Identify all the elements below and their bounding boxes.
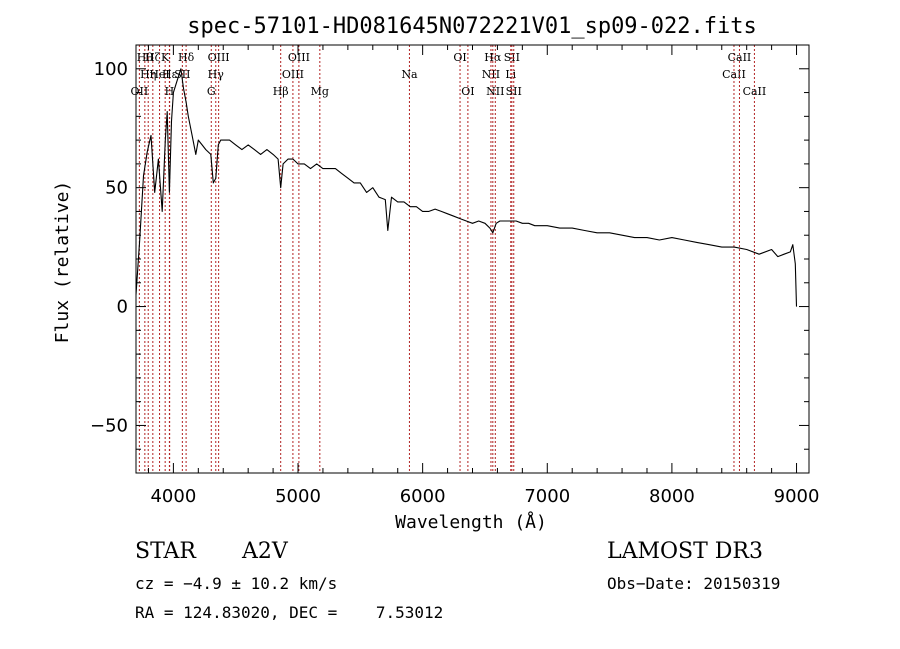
coordinates: RA = 124.83020, DEC = 7.53012 <box>135 603 444 622</box>
y-axis: −50 0 50 100 <box>90 44 809 474</box>
line-marker-label: OI <box>453 51 466 64</box>
line-marker-label: Hε <box>162 68 178 81</box>
plot-frame <box>135 44 810 474</box>
survey-name: LAMOST DR3 <box>607 539 763 564</box>
line-marker-label: K <box>161 51 170 64</box>
line-marker-label: Hζ <box>145 51 161 64</box>
object-class: STAR <box>135 539 196 564</box>
line-marker-label: Hθ <box>137 51 154 64</box>
x-tick-label: 8000 <box>649 486 695 507</box>
line-marker-label: Li <box>505 68 516 81</box>
x-tick-label: 6000 <box>400 486 446 507</box>
y-tick-label: −50 <box>90 415 128 436</box>
line-marker-label: Na <box>401 68 418 81</box>
line-marker-label: H <box>165 85 175 98</box>
line-marker-label: Hα <box>484 51 502 64</box>
line-marker-label: OI <box>461 85 474 98</box>
line-marker-label: Hδ <box>178 51 195 64</box>
chart-title: spec-57101-HD081645N072221V01_sp09-022.f… <box>187 14 757 39</box>
line-marker-label: OIII <box>288 51 310 64</box>
x-axis-label: Wavelength (Å) <box>395 511 547 533</box>
line-marker-label: CaII <box>728 51 752 64</box>
line-marker-label: OIII <box>282 68 304 81</box>
line-marker-label: Hγ <box>208 68 225 81</box>
line-marker-label: SII <box>506 85 522 98</box>
x-tick-label: 9000 <box>774 486 820 507</box>
line-marker-label: CaII <box>743 85 767 98</box>
observation-date: Obs−Date: 20150319 <box>607 574 781 593</box>
x-tick-label: 7000 <box>524 486 570 507</box>
line-markers: OIIHθHηHζHeIKHHεSIIHδGHγOIIIHβOIIIOIIIMg… <box>131 45 767 473</box>
y-tick-label: 100 <box>94 59 128 80</box>
line-marker-label: OIII <box>208 51 230 64</box>
redshift-velocity: cz = −4.9 ± 10.2 km/s <box>135 574 338 593</box>
spectrum-line <box>135 68 798 307</box>
line-marker-label: SII <box>504 51 520 64</box>
line-marker-label: NII <box>482 68 500 81</box>
line-marker-label: CaII <box>722 68 746 81</box>
y-tick-label: 50 <box>105 178 128 199</box>
x-tick-label: 4000 <box>150 486 196 507</box>
x-tick-label: 5000 <box>275 486 321 507</box>
line-marker-label: Hη <box>140 68 156 81</box>
y-axis-label: Flux (relative) <box>52 181 73 344</box>
line-marker-label: NII <box>486 85 504 98</box>
line-marker-label: Hβ <box>273 85 289 98</box>
line-marker-label: Mg <box>311 85 329 98</box>
line-marker-label: G <box>207 85 216 98</box>
y-tick-label: 0 <box>117 297 128 318</box>
object-subclass: A2V <box>242 539 288 564</box>
line-marker-label: OII <box>131 85 149 98</box>
x-axis: 4000 5000 6000 7000 8000 9000 <box>147 45 820 507</box>
spectrum-series <box>135 68 798 307</box>
